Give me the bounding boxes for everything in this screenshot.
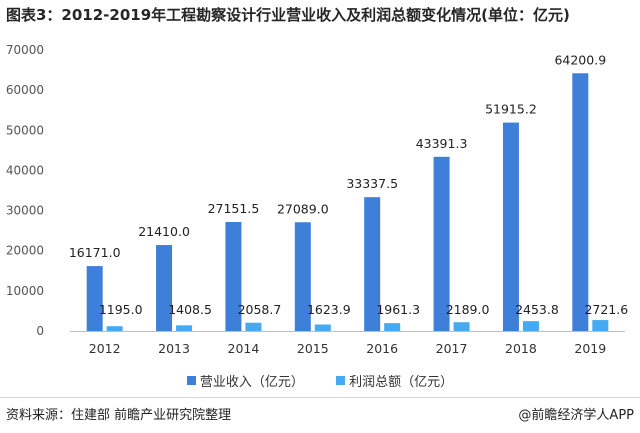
- revenue-bar: [156, 245, 173, 331]
- x-tick-label: 2018: [505, 341, 537, 356]
- profit-data-label: 1623.9: [307, 302, 351, 317]
- y-tick-label: 70000: [6, 43, 44, 57]
- profit-data-label: 1961.3: [376, 302, 420, 317]
- revenue-bar: [502, 122, 519, 331]
- x-tick-label: 2015: [297, 341, 329, 356]
- profit-bar: [384, 323, 401, 331]
- revenue-data-label: 51915.2: [485, 102, 537, 117]
- x-tick-label: 2019: [574, 341, 606, 356]
- revenue-bar: [433, 156, 450, 331]
- source-note: 资料来源：住建部 前瞻产业研究院整理: [6, 408, 232, 423]
- x-tick-label: 2014: [228, 341, 260, 356]
- profit-bar: [176, 325, 193, 331]
- profit-data-label: 2721.6: [584, 302, 628, 317]
- profit-data-label: 1408.5: [168, 302, 212, 317]
- chart-legend: 营业收入（亿元） 利润总额（亿元）: [0, 371, 640, 390]
- legend-label-revenue: 营业收入（亿元）: [199, 375, 304, 390]
- profit-bar: [245, 322, 262, 331]
- revenue-data-label: 43391.3: [416, 136, 468, 151]
- footer-divider: [0, 397, 640, 398]
- revenue-bar: [572, 73, 589, 332]
- x-tick-label: 2016: [366, 341, 398, 356]
- y-tick-label: 10000: [6, 284, 44, 298]
- bar-chart: 0 10000 20000 30000 40000 50000 60000 70000 1617…: [6, 43, 628, 356]
- profit-bar: [453, 322, 470, 331]
- chart-title: 图表3：2012-2019年工程勘察设计行业营业收入及利润总额变化情况(单位：亿…: [6, 6, 570, 24]
- y-tick-label: 0: [36, 324, 44, 338]
- profit-data-label: 2453.8: [515, 302, 559, 317]
- revenue-data-label: 16171.0: [69, 245, 121, 260]
- profit-bar: [314, 324, 331, 331]
- profit-bar: [592, 320, 609, 331]
- legend-label-profit: 利润总额（亿元）: [349, 375, 454, 390]
- legend-item-revenue: 营业收入（亿元）: [186, 371, 304, 390]
- x-tick-label: 2013: [158, 341, 190, 356]
- y-tick-label: 50000: [6, 123, 44, 137]
- legend-swatch-revenue: [186, 376, 196, 385]
- revenue-bar: [364, 197, 381, 331]
- x-tick-label: 2017: [436, 341, 468, 356]
- revenue-data-label: 21410.0: [138, 224, 190, 239]
- profit-data-label: 1195.0: [99, 302, 143, 317]
- revenue-bar: [225, 222, 242, 331]
- y-tick-label: 20000: [6, 244, 44, 258]
- profit-data-label: 2189.0: [446, 302, 490, 317]
- brand-credit: @前瞻经济学人APP: [518, 408, 634, 423]
- y-tick-label: 60000: [6, 83, 44, 97]
- legend-swatch-profit: [336, 376, 346, 385]
- x-tick-label: 2012: [89, 341, 121, 356]
- profit-bar: [522, 321, 539, 331]
- revenue-bar: [86, 266, 103, 331]
- profit-data-label: 2058.7: [238, 302, 282, 317]
- revenue-bar: [294, 222, 311, 331]
- revenue-data-label: 27089.0: [277, 201, 329, 216]
- y-tick-label: 40000: [6, 163, 44, 177]
- profit-bar: [106, 326, 123, 331]
- y-tick-label: 30000: [6, 204, 44, 218]
- revenue-data-label: 33337.5: [346, 176, 398, 191]
- revenue-data-label: 27151.5: [208, 201, 260, 216]
- legend-item-profit: 利润总额（亿元）: [336, 371, 453, 390]
- revenue-data-label: 64200.9: [554, 52, 606, 67]
